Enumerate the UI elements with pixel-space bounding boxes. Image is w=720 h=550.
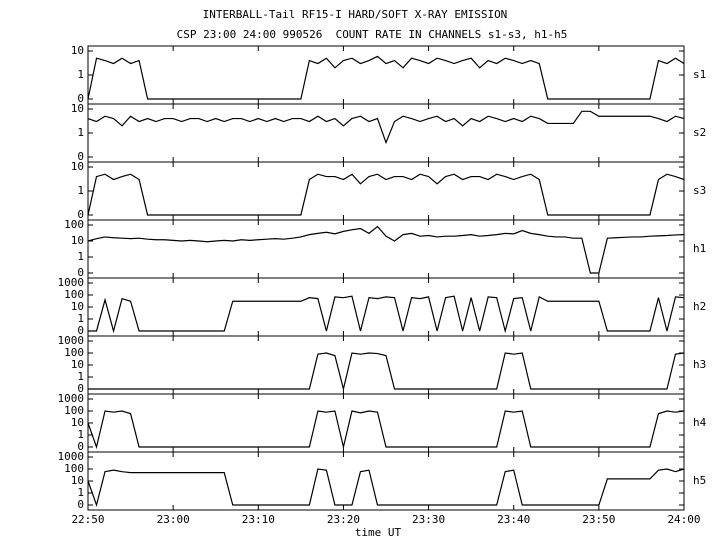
chart-subtitle: CSP 23:00 24:00 990526 COUNT RATE IN CHA… (177, 28, 568, 41)
x-tick-label: 23:00 (157, 513, 190, 526)
y-tick-label: 1 (77, 370, 84, 383)
y-tick-label: 1 (77, 250, 84, 263)
trace (87, 225, 685, 274)
x-tick-label: 22:50 (71, 513, 104, 526)
panel-label: s1 (693, 68, 706, 81)
trace (88, 352, 685, 390)
y-tick-label: 1 (77, 486, 84, 499)
y-tick-label: 10 (71, 102, 84, 115)
panel-label: h4 (693, 416, 707, 429)
panel-label: h5 (693, 474, 706, 487)
trace (88, 295, 685, 334)
panel-label: h1 (693, 242, 706, 255)
panel-label: h3 (693, 358, 706, 371)
y-tick-label: 100 (64, 346, 84, 359)
y-tick-label: 1000 (58, 392, 85, 405)
trace (87, 55, 685, 100)
y-tick-label: 0 (77, 266, 84, 279)
y-tick-label: 10 (71, 234, 84, 247)
y-tick-label: 100 (64, 288, 84, 301)
trace (87, 173, 685, 216)
x-tick-label: 23:40 (497, 513, 530, 526)
y-tick-label: 10 (71, 44, 84, 57)
y-tick-label: 10 (71, 416, 84, 429)
panel-label: s3 (693, 184, 706, 197)
y-tick-label: 10 (71, 300, 84, 313)
trace (87, 410, 685, 450)
y-tick-label: 0 (77, 324, 84, 337)
y-tick-label: 0 (77, 382, 84, 395)
y-tick-label: 100 (64, 462, 84, 475)
y-tick-label: 10 (71, 358, 84, 371)
y-tick-label: 0 (77, 92, 84, 105)
chart-title: INTERBALL-Tail RF15-I HARD/SOFT X-RAY EM… (203, 8, 508, 21)
y-tick-label: 0 (77, 498, 84, 511)
trace (87, 468, 685, 508)
x-axis-label: time UT (355, 526, 402, 539)
x-tick-label: 23:50 (582, 513, 615, 526)
x-tick-label: 23:30 (412, 513, 445, 526)
y-tick-label: 1 (77, 68, 84, 81)
y-tick-label: 100 (64, 218, 84, 231)
trace (87, 110, 685, 145)
y-tick-label: 100 (64, 404, 84, 417)
y-tick-label: 1000 (58, 276, 85, 289)
panel-label: h2 (693, 300, 706, 313)
y-tick-label: 1000 (58, 450, 85, 463)
y-tick-label: 0 (77, 150, 84, 163)
panel-label: s2 (693, 126, 706, 139)
y-tick-label: 1 (77, 184, 84, 197)
x-tick-label: 24:00 (667, 513, 700, 526)
y-tick-label: 1 (77, 126, 84, 139)
y-tick-label: 0 (77, 440, 84, 453)
y-tick-label: 1 (77, 428, 84, 441)
x-tick-label: 23:10 (242, 513, 275, 526)
x-tick-label: 23:20 (327, 513, 360, 526)
y-tick-label: 1 (77, 312, 84, 325)
y-tick-label: 10 (71, 474, 84, 487)
y-tick-label: 0 (77, 208, 84, 221)
y-tick-label: 1000 (58, 334, 85, 347)
y-tick-label: 10 (71, 160, 84, 173)
